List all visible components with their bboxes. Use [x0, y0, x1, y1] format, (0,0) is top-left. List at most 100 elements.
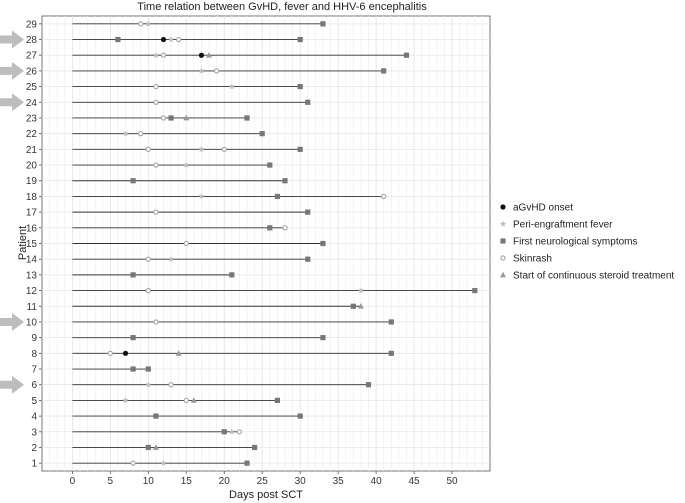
- x-tick-label: 25: [257, 476, 269, 487]
- marker-rash: [380, 193, 387, 200]
- patient-row: [72, 20, 326, 27]
- marker-neuro: [320, 240, 326, 247]
- patient-row: [72, 287, 478, 294]
- y-tick-label: 21: [26, 145, 38, 156]
- marker-fever: [183, 161, 190, 168]
- legend: aGvHD onset Peri-engraftment fever First n…: [499, 203, 674, 282]
- marker-rash: [153, 319, 159, 325]
- marker-steroid: [190, 397, 197, 403]
- y-tick-label: 25: [26, 82, 38, 93]
- y-tick-label: 1: [31, 459, 37, 470]
- legend-marker-aGvHD: [500, 204, 506, 210]
- marker-neuro: [320, 335, 326, 341]
- x-tick-label: 40: [371, 476, 383, 487]
- marker-fever: [145, 381, 152, 388]
- y-tick-label: 18: [26, 192, 38, 203]
- marker-rash: [221, 146, 227, 153]
- y-tick-label: 7: [31, 365, 37, 376]
- marker-neuro: [388, 350, 394, 356]
- marker-fever: [198, 193, 205, 200]
- marker-fever: [152, 51, 160, 58]
- y-tick-label: 28: [26, 35, 38, 46]
- marker-rash: [183, 397, 189, 404]
- patient-row: [72, 114, 250, 121]
- y-tick-label: 22: [26, 129, 38, 140]
- patient-row: [72, 161, 273, 168]
- legend-label: Start of continuous steroid treatment: [513, 271, 674, 282]
- marker-neuro: [282, 178, 288, 184]
- marker-rash: [138, 21, 144, 27]
- patient-row: [72, 145, 303, 153]
- highlight-arrow: [0, 312, 24, 331]
- x-tick-label: 10: [143, 476, 155, 487]
- marker-neuro: [305, 209, 311, 215]
- marker-steroid: [357, 303, 364, 309]
- x-axis-ticks: 0 5 10 15 20 25 30 35 40 45 50: [70, 471, 458, 487]
- marker-rash: [175, 36, 182, 43]
- legend-marker-neuro: [500, 238, 506, 244]
- legend-marker-rash: [500, 255, 506, 261]
- marker-neuro: [297, 36, 303, 43]
- x-tick-label: 20: [219, 476, 231, 487]
- y-tick-label: 5: [31, 396, 37, 407]
- patient-row: [72, 67, 387, 74]
- y-axis-label: Patient: [17, 226, 29, 260]
- patient-row: [72, 428, 243, 435]
- marker-neuro: [259, 131, 265, 137]
- legend-marker-fever: [499, 220, 507, 227]
- y-tick-label: 15: [26, 239, 38, 250]
- marker-fever: [122, 130, 129, 137]
- y-tick-label: 6: [31, 380, 37, 391]
- marker-rash: [153, 83, 159, 90]
- y-tick-label: 12: [26, 286, 38, 297]
- patient-row: [72, 99, 311, 105]
- y-tick-label: 20: [26, 161, 38, 172]
- marker-rash: [153, 162, 159, 168]
- marker-rash: [153, 99, 159, 105]
- marker-neuro: [350, 303, 356, 309]
- marker-neuro: [388, 319, 394, 325]
- y-tick-label: 4: [31, 412, 37, 423]
- marker-neuro: [472, 287, 478, 294]
- patient-row: [72, 51, 410, 58]
- marker-steroid: [152, 444, 159, 450]
- marker-neuro: [267, 225, 273, 231]
- x-axis-label: Days post SCT: [229, 489, 303, 501]
- highlight-arrow: [0, 93, 24, 112]
- legend-label: Peri-engraftment fever: [513, 220, 613, 231]
- marker-neuro: [267, 162, 273, 168]
- y-tick-label: 29: [26, 19, 38, 30]
- patient-row: [72, 130, 265, 137]
- marker-fever: [198, 67, 205, 74]
- patient-row: [72, 397, 280, 404]
- marker-neuro: [115, 36, 121, 43]
- patient-row: [72, 83, 303, 90]
- marker-rash: [145, 146, 152, 153]
- marker-neuro: [320, 21, 326, 27]
- marker-neuro: [168, 115, 174, 121]
- patient-row: [72, 459, 250, 466]
- marker-rash: [130, 460, 136, 466]
- marker-rash: [183, 240, 189, 247]
- marker-rash: [107, 350, 114, 357]
- x-tick-label: 35: [333, 476, 345, 487]
- legend-label: First neurological symptoms: [513, 237, 637, 248]
- y-axis-ticks: 1234567891011121314151617181920212223242…: [26, 19, 42, 470]
- marker-fever: [160, 459, 167, 466]
- marker-rash: [168, 382, 174, 388]
- marker-neuro: [130, 272, 136, 278]
- patient-row: [72, 209, 311, 215]
- marker-rash: [160, 52, 167, 58]
- marker-neuro: [153, 413, 159, 419]
- marker-neuro: [297, 146, 303, 152]
- marker-neuro: [297, 84, 303, 90]
- marker-rash: [145, 256, 152, 262]
- marker-neuro: [305, 99, 311, 105]
- y-tick-label: 14: [26, 255, 38, 266]
- highlight-arrow: [0, 375, 24, 394]
- patient-row: [72, 36, 303, 43]
- marker-aGvHD: [160, 36, 167, 43]
- patient-row: [72, 178, 288, 184]
- marker-neuro: [229, 272, 235, 278]
